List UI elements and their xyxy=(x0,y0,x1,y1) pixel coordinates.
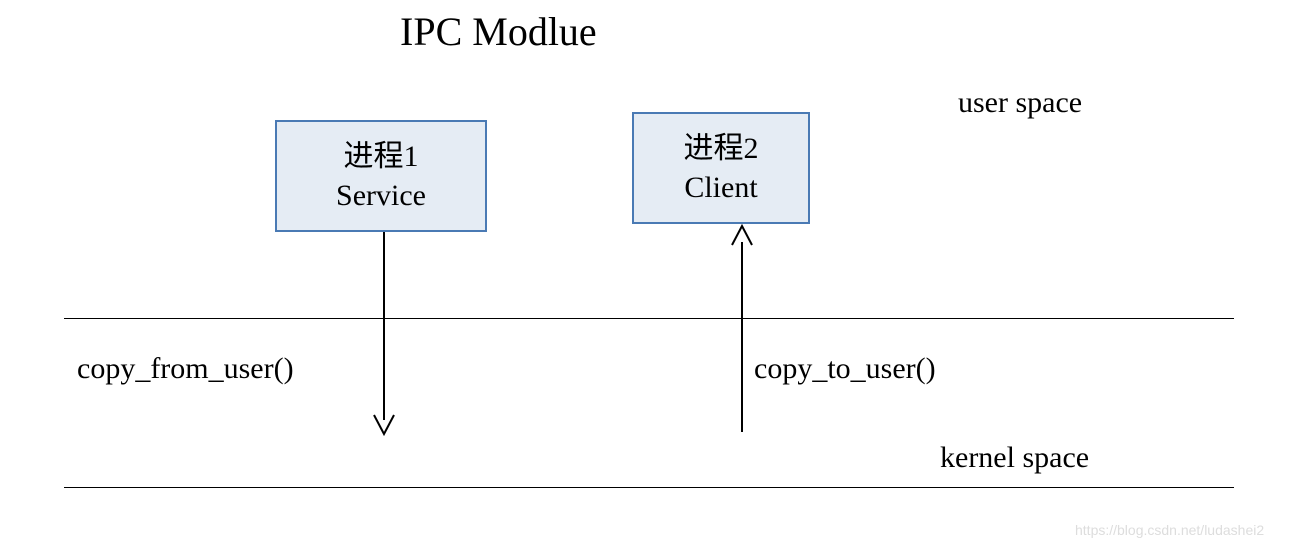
arrow-up-line xyxy=(741,242,743,432)
arrow-up-head-icon xyxy=(731,224,753,246)
copy-to-user-label: copy_to_user() xyxy=(754,352,936,386)
client-node-line1: 进程2 xyxy=(684,129,759,168)
watermark-text: https://blog.csdn.net/ludashei2 xyxy=(1075,522,1264,538)
service-node-line2: Service xyxy=(336,176,426,215)
service-node: 进程1 Service xyxy=(275,120,487,232)
user-space-label: user space xyxy=(958,86,1082,120)
copy-from-user-label: copy_from_user() xyxy=(77,352,294,386)
diagram-title: IPC Modlue xyxy=(400,8,597,55)
kernel-space-label: kernel space xyxy=(940,441,1089,475)
client-node-line2: Client xyxy=(684,168,757,207)
separator-line-top xyxy=(64,318,1234,319)
arrow-down-line xyxy=(383,232,385,420)
separator-line-bottom xyxy=(64,487,1234,488)
service-node-line1: 进程1 xyxy=(344,137,419,176)
client-node: 进程2 Client xyxy=(632,112,810,224)
arrow-down-head-icon xyxy=(373,414,395,436)
